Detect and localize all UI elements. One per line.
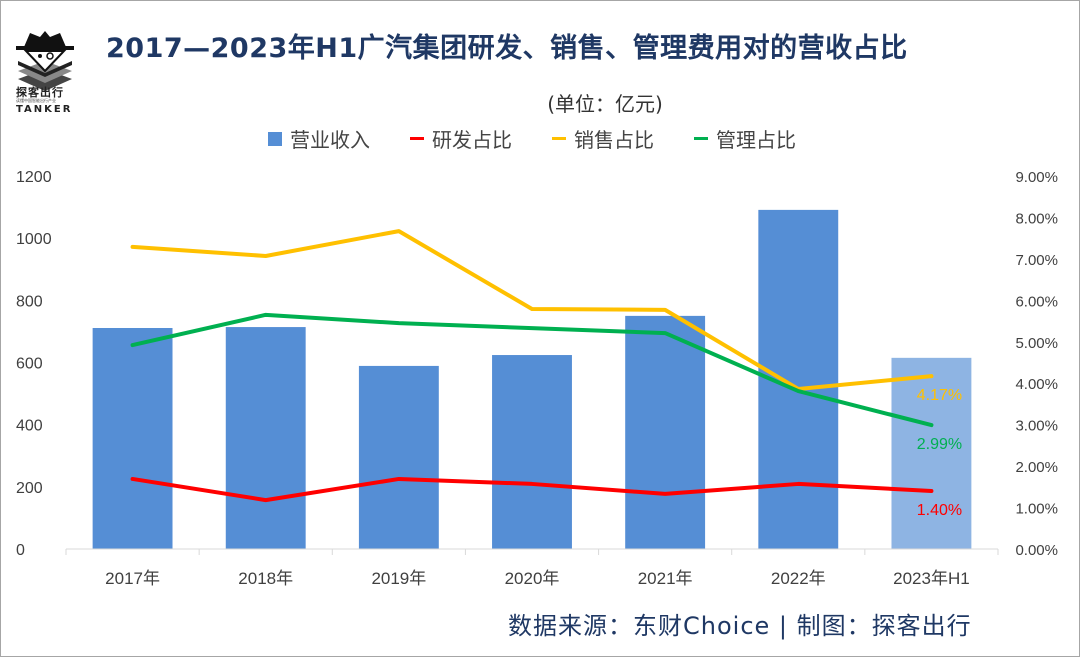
y-right-tick-label: 9.00% [1015, 169, 1058, 186]
unit-subtitle: (单位：亿元) [547, 92, 663, 116]
legend-label-rd: 研发占比 [432, 128, 512, 152]
tanker-logo-icon [16, 31, 74, 91]
legend-swatch-admin [694, 137, 708, 140]
chart-title: 2017—2023年H1广汽集团研发、销售、管理费用对的营收占比 [106, 33, 908, 64]
x-tick-label: 2019年 [371, 569, 426, 588]
bar-revenue [891, 357, 972, 549]
y-right-tick-label: 0.00% [1015, 542, 1058, 559]
data-label-rd: 1.40% [917, 502, 962, 519]
bar-revenue [92, 327, 173, 549]
x-tick-label: 2017年 [105, 569, 160, 588]
legend-item-admin: 管理占比 [694, 124, 796, 153]
x-tick-label: 2021年 [638, 569, 693, 588]
y-left-tick-label: 800 [16, 293, 43, 310]
legend-swatch-rd [410, 137, 424, 140]
brand-name-cn: 探客出行 [16, 86, 64, 99]
legend-item-revenue: 营业收入 [268, 124, 370, 153]
bar-revenue [225, 327, 306, 549]
y-left-tick-label: 400 [16, 418, 43, 435]
y-left-tick-label: 1000 [16, 231, 52, 248]
brand-name-en: TANKER [16, 104, 73, 115]
bar-revenue [358, 365, 439, 549]
x-tick-label: 2020年 [505, 569, 560, 588]
source-credit: 数据来源：东财Choice | 制图：探客出行 [508, 612, 972, 640]
y-right-tick-label: 3.00% [1015, 418, 1058, 435]
y-right-tick-label: 5.00% [1015, 335, 1058, 352]
chart-legend: 营业收入 研发占比 销售占比 管理占比 [268, 124, 836, 153]
legend-swatch-revenue [268, 131, 282, 146]
y-right-tick-label: 7.00% [1015, 252, 1058, 269]
data-label-sales: 4.17% [917, 387, 962, 404]
bar-revenue [492, 355, 572, 549]
legend-label-revenue: 营业收入 [290, 128, 370, 152]
y-left-tick-label: 600 [16, 356, 43, 373]
y-left-tick-label: 0 [16, 542, 25, 559]
legend-item-sales: 销售占比 [552, 124, 654, 153]
bar-revenue [625, 315, 706, 549]
y-right-tick-label: 4.00% [1015, 376, 1058, 393]
legend-item-rd: 研发占比 [410, 124, 512, 153]
legend-swatch-sales [552, 137, 566, 140]
y-right-tick-label: 1.00% [1015, 501, 1058, 518]
x-tick-label: 2022年 [771, 569, 826, 588]
x-tick-label: 2023年H1 [893, 569, 970, 588]
data-label-admin: 2.99% [917, 436, 962, 453]
y-right-tick-label: 6.00% [1015, 293, 1058, 310]
y-left-tick-label: 1200 [16, 169, 52, 186]
legend-label-sales: 销售占比 [574, 128, 654, 152]
x-tick-label: 2018年 [238, 569, 293, 588]
y-left-tick-label: 200 [16, 480, 43, 497]
y-right-tick-label: 8.00% [1015, 210, 1058, 227]
brand-tagline: 读懂中国智能出行产业 [16, 98, 56, 103]
y-right-tick-label: 2.00% [1015, 459, 1058, 476]
legend-label-admin: 管理占比 [716, 128, 796, 152]
